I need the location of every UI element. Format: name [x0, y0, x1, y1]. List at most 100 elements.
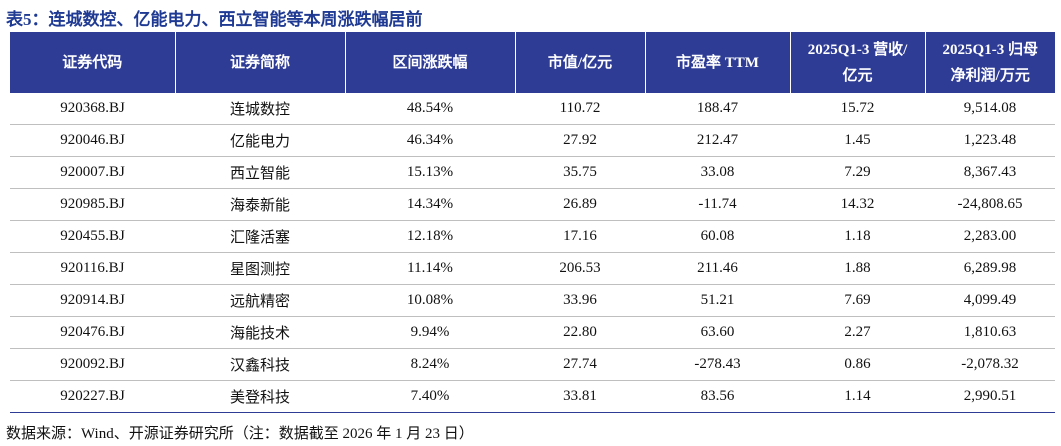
table-cell: 1.18 [790, 220, 925, 253]
table-cell: 920227.BJ [10, 380, 175, 413]
table-cell: 7.40% [345, 380, 515, 413]
table-cell: -11.74 [645, 188, 790, 221]
table-cell: 汉鑫科技 [175, 348, 345, 381]
table-row: 920007.BJ 西立智能 15.13% 35.75 33.08 7.29 8,367.4… [10, 156, 1055, 189]
table-row: 920455.BJ 汇隆活塞 12.18% 17.16 60.08 1.18 2,283.0… [10, 220, 1055, 253]
table-cell: 33.81 [515, 380, 645, 413]
table-cell: -278.43 [645, 348, 790, 381]
header-text: 市值/亿元 [547, 54, 613, 71]
table-cell: 1.88 [790, 252, 925, 285]
table-cell: 2.27 [790, 316, 925, 349]
table-cell: 1,223.48 [925, 124, 1055, 157]
table-cell: 110.72 [515, 93, 645, 125]
table-cell: 920007.BJ [10, 156, 175, 189]
table-cell: 920116.BJ [10, 252, 175, 285]
table-cell: 0.86 [790, 348, 925, 381]
table-row: 920046.BJ 亿能电力 46.34% 27.92 212.47 1.45 1,223.… [10, 124, 1055, 157]
table-cell: 美登科技 [175, 380, 345, 413]
table-cell: 9,514.08 [925, 93, 1055, 125]
table-cell: -2,078.32 [925, 348, 1055, 381]
table-cell: 188.47 [645, 93, 790, 125]
table-cell: 12.18% [345, 220, 515, 253]
table-title: 表5：连城数控、亿能电力、西立智能等本周涨跌幅居前 [6, 10, 423, 29]
table-cell: 60.08 [645, 220, 790, 253]
header-cell: 2025Q1-3 归母 净利润/万元 [924, 32, 1055, 93]
table-cell: 33.96 [515, 284, 645, 317]
table-cell: 2,990.51 [925, 380, 1055, 413]
table-cell: 15.72 [790, 93, 925, 125]
table-cell: 亿能电力 [175, 124, 345, 157]
table-cell: 海泰新能 [175, 188, 345, 221]
table-cell: 920368.BJ [10, 93, 175, 125]
table-cell: 33.08 [645, 156, 790, 189]
table-cell: 51.21 [645, 284, 790, 317]
table-cell: 48.54% [345, 93, 515, 125]
table-cell: 206.53 [515, 252, 645, 285]
table-cell: 8,367.43 [925, 156, 1055, 189]
table-cell: -24,808.65 [925, 188, 1055, 221]
table-cell: 4,099.49 [925, 284, 1055, 317]
table-cell: 11.14% [345, 252, 515, 285]
table-cell: 63.60 [645, 316, 790, 349]
table-cell: 920092.BJ [10, 348, 175, 381]
table-cell: 14.34% [345, 188, 515, 221]
header-row: 证券代码 证券简称 区间涨跌幅 市值/亿元 市盈率 TTM 2025Q1-3 营收/亿元 2… [10, 32, 1055, 93]
table-cell: 27.74 [515, 348, 645, 381]
table-cell: 1,810.63 [925, 316, 1055, 349]
table-cell: 212.47 [645, 124, 790, 157]
table-cell: 17.16 [515, 220, 645, 253]
header-text: 2025Q1-3 归母 [942, 41, 1038, 58]
table-cell: 14.32 [790, 188, 925, 221]
table-cell: 海能技术 [175, 316, 345, 349]
table-cell: 35.75 [515, 156, 645, 189]
header-cell: 2025Q1-3 营收/亿元 [789, 32, 925, 93]
table-cell: 连城数控 [175, 93, 345, 125]
table-row: 920914.BJ 远航精密 10.08% 33.96 51.21 7.69 4,099.4… [10, 284, 1055, 317]
table-cell: 8.24% [345, 348, 515, 381]
header-text: 2025Q1-3 营收/ [807, 41, 908, 58]
table-cell: 46.34% [345, 124, 515, 157]
table-cell: 920046.BJ [10, 124, 175, 157]
table-cell: 26.89 [515, 188, 645, 221]
table-cell: 7.29 [790, 156, 925, 189]
table-cell: 6,289.98 [925, 252, 1055, 285]
table-cell: 西立智能 [175, 156, 345, 189]
header-cell: 证券代码 [10, 32, 175, 93]
table-cell: 83.56 [645, 380, 790, 413]
table-cell: 1.14 [790, 380, 925, 413]
table-row: 920116.BJ 星图测控 11.14% 206.53 211.46 1.88 6,289… [10, 252, 1055, 285]
header-text: 证券代码 [62, 54, 123, 71]
table-row: 920476.BJ 海能技术 9.94% 22.80 63.60 2.27 1,810.63 [10, 316, 1055, 349]
table-cell: 211.46 [645, 252, 790, 285]
source-note: 数据来源：Wind、开源证券研究所（注：数据截至 2026 年 1 月 23 日… [6, 426, 474, 442]
header-text: 市盈率 TTM [676, 54, 759, 71]
table: 证券代码 证券简称 区间涨跌幅 市值/亿元 市盈率 TTM 2025Q1-3 营收/亿元 2… [10, 32, 1055, 413]
header-cell: 证券简称 [174, 32, 345, 93]
table-cell: 920985.BJ [10, 188, 175, 221]
table-cell: 22.80 [515, 316, 645, 349]
table-row: 920985.BJ 海泰新能 14.34% 26.89 -11.74 14.32 -24,8… [10, 188, 1055, 221]
table-row: 920227.BJ 美登科技 7.40% 33.81 83.56 1.14 2,990.51 [10, 380, 1055, 413]
table-cell: 10.08% [345, 284, 515, 317]
header-cell: 市盈率 TTM [644, 32, 790, 93]
table-cell: 远航精密 [175, 284, 345, 317]
table-cell: 920476.BJ [10, 316, 175, 349]
table-cell: 9.94% [345, 316, 515, 349]
header-text: 亿元 [842, 67, 873, 84]
table-cell: 2,283.00 [925, 220, 1055, 253]
table-cell: 7.69 [790, 284, 925, 317]
header-text: 证券简称 [229, 54, 290, 71]
table-row: 920092.BJ 汉鑫科技 8.24% 27.74 -278.43 0.86 -2,078… [10, 348, 1055, 381]
table-body: 920368.BJ 连城数控 48.54% 110.72 188.47 15.72 9,51… [10, 93, 1055, 413]
header-text: 区间涨跌幅 [392, 54, 468, 71]
table-cell: 920455.BJ [10, 220, 175, 253]
table-cell: 星图测控 [175, 252, 345, 285]
table-cell: 15.13% [345, 156, 515, 189]
table-cell: 1.45 [790, 124, 925, 157]
header-cell: 区间涨跌幅 [344, 32, 515, 93]
table-cell: 27.92 [515, 124, 645, 157]
table-cell: 汇隆活塞 [175, 220, 345, 253]
header-cell: 市值/亿元 [514, 32, 645, 93]
table-row: 920368.BJ 连城数控 48.54% 110.72 188.47 15.72 9,51… [10, 93, 1055, 125]
